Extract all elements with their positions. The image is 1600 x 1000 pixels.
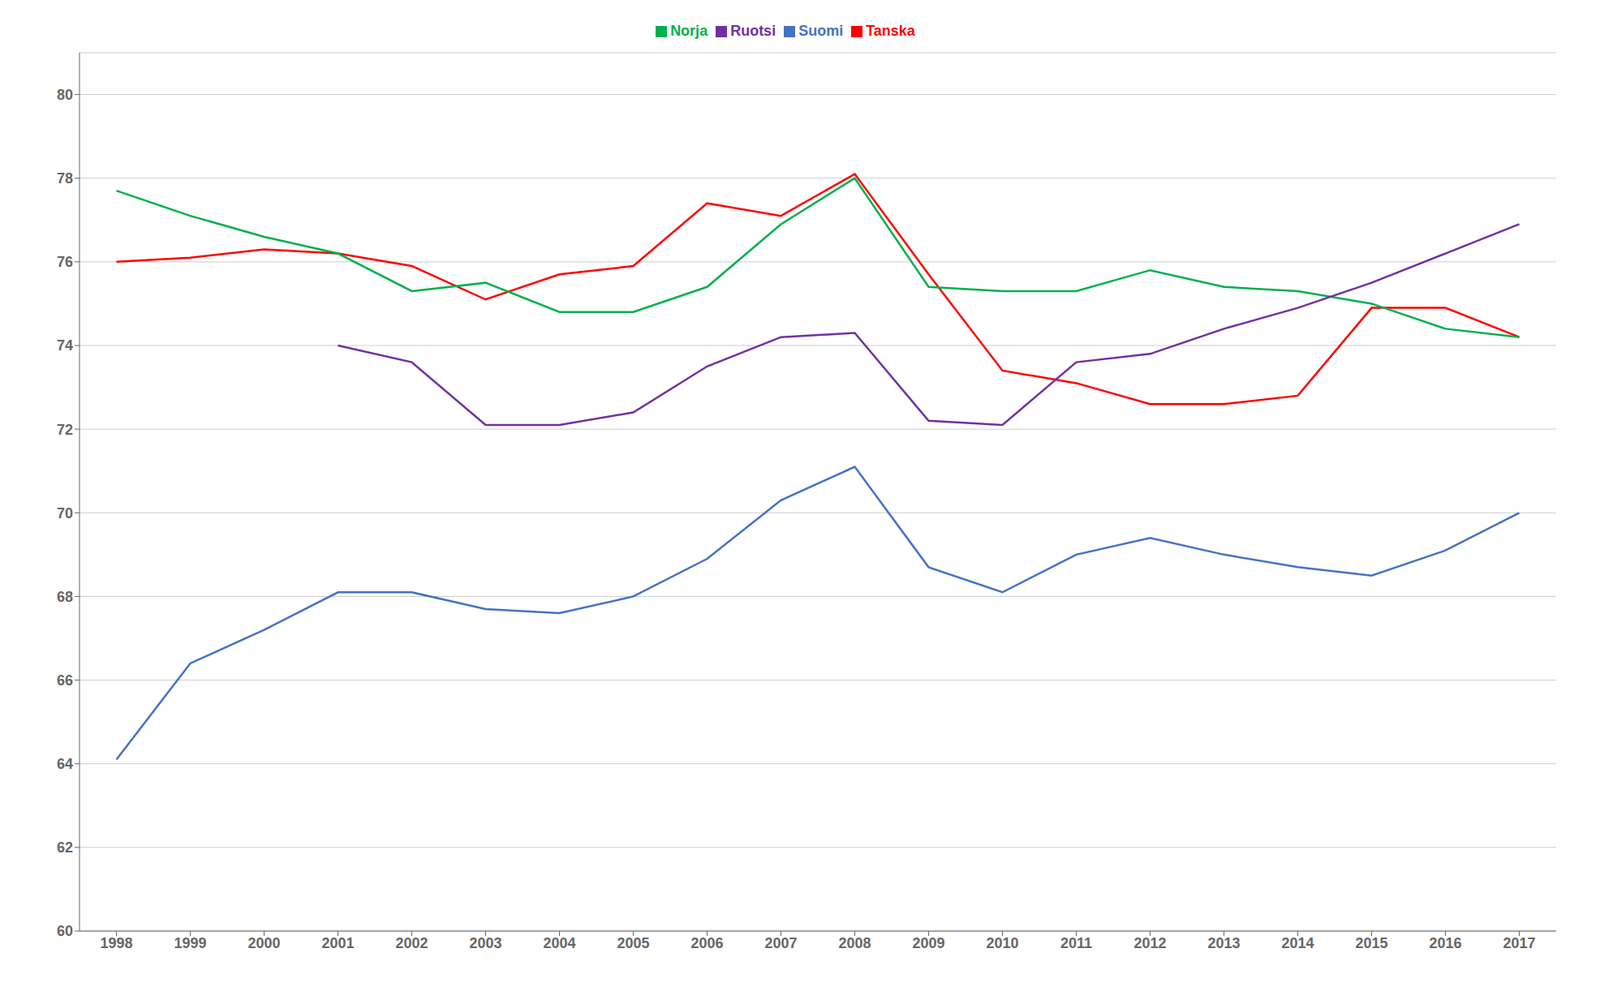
- svg-text:2013: 2013: [1207, 935, 1240, 952]
- svg-text:2006: 2006: [690, 935, 723, 952]
- svg-text:2016: 2016: [1428, 935, 1462, 952]
- svg-text:68: 68: [56, 589, 74, 606]
- html-text:Norja: Norja: [670, 22, 708, 39]
- svg-text:62: 62: [56, 839, 74, 856]
- svg-text:2000: 2000: [247, 935, 280, 952]
- svg-text:2010: 2010: [985, 935, 1019, 952]
- svg-text:2003: 2003: [468, 935, 502, 952]
- svg-text:2008: 2008: [838, 935, 871, 952]
- svg-text:2015: 2015: [1354, 935, 1388, 952]
- html-text:Tanska: Tanska: [865, 22, 916, 39]
- svg-text:2005: 2005: [616, 935, 650, 952]
- svg-text:2011: 2011: [1060, 935, 1093, 952]
- svg-text:74: 74: [56, 337, 74, 354]
- svg-text:2007: 2007: [764, 935, 797, 952]
- svg-text:2017: 2017: [1502, 935, 1536, 952]
- svg-text:2012: 2012: [1133, 935, 1166, 952]
- html-text:Suomi: Suomi: [798, 22, 844, 39]
- svg-text:2004: 2004: [542, 935, 576, 952]
- svg-text:2002: 2002: [395, 935, 428, 952]
- svg-text:80: 80: [56, 86, 74, 104]
- svg-text:60: 60: [56, 923, 74, 940]
- svg-text:76: 76: [56, 253, 74, 271]
- svg-text:2009: 2009: [911, 935, 945, 952]
- html-text:Ruotsi: Ruotsi: [730, 22, 776, 39]
- svg-text:2001: 2001: [321, 935, 354, 952]
- svg-text:1998: 1998: [99, 935, 133, 952]
- svg-text:64: 64: [56, 756, 74, 773]
- svg-text:78: 78: [56, 170, 74, 187]
- svg-text:2014: 2014: [1281, 935, 1314, 952]
- svg-text:1999: 1999: [173, 935, 207, 952]
- svg-text:66: 66: [56, 672, 74, 689]
- svg-text:72: 72: [56, 421, 74, 439]
- svg-text:70: 70: [56, 505, 74, 522]
